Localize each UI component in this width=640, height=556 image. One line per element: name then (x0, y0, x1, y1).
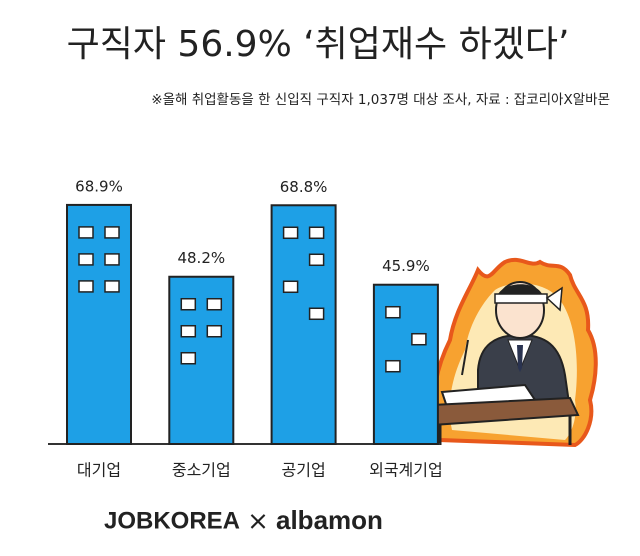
illustration (431, 257, 598, 448)
window (206, 324, 223, 338)
x-tick-label: 중소기업 (172, 461, 231, 480)
value-label: 48.2% (177, 249, 225, 267)
headband (494, 293, 548, 304)
value-label: 45.9% (382, 257, 430, 275)
bar (372, 283, 439, 445)
window (104, 280, 120, 293)
window (206, 297, 223, 311)
window (308, 253, 325, 267)
x-tick-label: 대기업 (77, 461, 121, 480)
x-tick-label: 공기업 (282, 461, 326, 480)
window (104, 253, 120, 266)
window (180, 324, 197, 338)
window (104, 226, 120, 239)
window (282, 226, 299, 240)
bar (66, 203, 132, 445)
window (180, 297, 197, 311)
window (78, 226, 94, 239)
window (282, 280, 299, 294)
pencil (461, 339, 469, 376)
brand-jobkorea: JOBKOREA (104, 507, 240, 534)
bar (270, 204, 337, 445)
window (411, 332, 427, 346)
window (308, 226, 325, 240)
window (308, 307, 325, 321)
brand-separator: × (247, 507, 269, 537)
window (385, 359, 401, 373)
value-label: 68.9% (75, 177, 123, 195)
brand-albamon: albamon (276, 505, 383, 535)
bar (168, 275, 235, 445)
footer: JOBKOREA × albamon (104, 505, 383, 537)
tie (517, 345, 523, 372)
headband-knot (545, 286, 563, 312)
x-tick-label: 외국계기업 (369, 461, 443, 480)
window (78, 253, 94, 266)
chart-subtitle: ※올해 취업활동을 한 신입직 구직자 1,037명 대상 조사, 자료 : 잡… (151, 92, 610, 108)
window (180, 351, 197, 365)
window (78, 280, 94, 293)
hair (496, 284, 544, 300)
value-label: 68.8% (280, 178, 328, 196)
window (385, 305, 401, 319)
chart-title: 구직자 56.9% ‘취업재수 하겠다’ (67, 24, 570, 65)
